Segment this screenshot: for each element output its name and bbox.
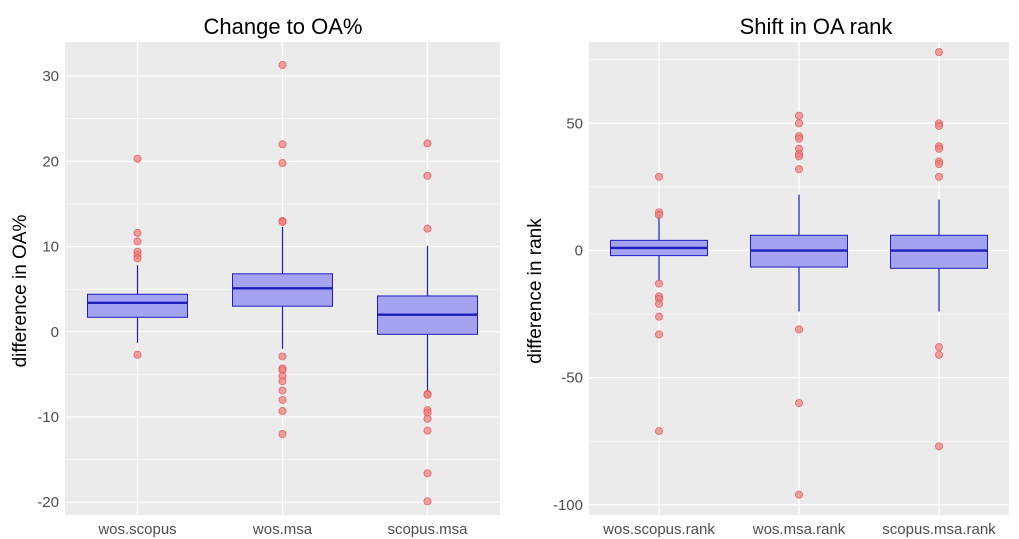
outlier-point bbox=[934, 121, 943, 130]
box-scopus.msa.rank bbox=[890, 234, 988, 269]
outlier-point bbox=[278, 61, 287, 70]
outlier-point bbox=[934, 144, 943, 153]
outlier-point bbox=[794, 399, 803, 408]
outlier-point bbox=[934, 160, 943, 169]
outlier-point bbox=[934, 442, 943, 451]
outlier-point bbox=[278, 352, 287, 361]
outlier-point bbox=[278, 430, 287, 439]
outlier-point bbox=[278, 217, 287, 226]
outlier-point bbox=[133, 154, 142, 163]
outlier-point bbox=[794, 325, 803, 334]
outlier-point bbox=[278, 377, 287, 386]
y-tick-label: -20 bbox=[37, 494, 59, 511]
chart-oa-percent: Change to OA% difference in OA% -20 -10 0 1… bbox=[10, 14, 500, 538]
outlier-point bbox=[934, 343, 943, 352]
y-tick-label: 20 bbox=[42, 153, 59, 170]
outlier-point bbox=[423, 224, 432, 233]
outlier-point bbox=[934, 350, 943, 359]
outlier-point bbox=[423, 414, 432, 423]
outlier-point bbox=[934, 172, 943, 181]
outlier-point bbox=[133, 228, 142, 237]
outlier-point bbox=[278, 140, 287, 149]
y-tick-label: -10 bbox=[37, 409, 59, 426]
outlier-point bbox=[423, 497, 432, 506]
outlier-point bbox=[654, 210, 663, 219]
outlier-point bbox=[654, 279, 663, 288]
outlier-point bbox=[794, 134, 803, 143]
outlier-point bbox=[654, 299, 663, 308]
y-axis-label: difference in rank bbox=[525, 218, 546, 364]
outlier-point bbox=[423, 426, 432, 435]
x-tick-label: wos.scopus bbox=[97, 521, 176, 538]
outlier-point bbox=[278, 407, 287, 416]
y-tick-label: 0 bbox=[575, 243, 583, 260]
outlier-point bbox=[794, 111, 803, 120]
chart-title: Change to OA% bbox=[204, 14, 363, 39]
y-tick-label: 50 bbox=[566, 115, 583, 132]
outlier-point bbox=[133, 254, 142, 263]
outlier-point bbox=[654, 330, 663, 339]
chart-title: Shift in OA rank bbox=[740, 14, 894, 39]
outlier-point bbox=[794, 165, 803, 174]
y-tick-label: -100 bbox=[553, 497, 583, 514]
y-tick-label: 0 bbox=[51, 324, 59, 341]
outlier-point bbox=[423, 171, 432, 180]
y-tick-label: 30 bbox=[42, 68, 59, 85]
chart-panel-oa-percent: Change to OA% difference in OA% -20 -10 0 1… bbox=[0, 0, 509, 539]
outlier-point bbox=[423, 139, 432, 148]
outlier-point bbox=[278, 159, 287, 168]
x-tick-label: wos.msa.rank bbox=[752, 521, 846, 538]
x-tick-label: scopus.msa.rank bbox=[882, 521, 996, 538]
x-tick-label: wos.scopus.rank bbox=[602, 521, 715, 538]
x-tick-label: wos.msa bbox=[252, 521, 313, 538]
y-tick-label: -50 bbox=[561, 370, 583, 387]
outlier-point bbox=[423, 469, 432, 478]
y-tick-label: 10 bbox=[42, 239, 59, 256]
outlier-point bbox=[133, 237, 142, 246]
chart-panel-oa-rank: Shift in OA rank difference in rank -100… bbox=[509, 0, 1019, 539]
outlier-point bbox=[794, 152, 803, 161]
outlier-point bbox=[654, 172, 663, 181]
outlier-point bbox=[654, 312, 663, 321]
outlier-point bbox=[654, 427, 663, 436]
outlier-point bbox=[934, 48, 943, 57]
box-wos.scopus bbox=[87, 293, 188, 318]
outlier-point bbox=[278, 395, 287, 404]
outlier-point bbox=[423, 390, 432, 399]
outlier-point bbox=[133, 350, 142, 359]
y-axis-label: difference in OA% bbox=[10, 215, 31, 368]
chart-oa-rank: Shift in OA rank difference in rank -100… bbox=[525, 14, 1009, 538]
outlier-point bbox=[278, 386, 287, 395]
box-wos.msa bbox=[232, 273, 333, 307]
outlier-point bbox=[794, 490, 803, 499]
outlier-point bbox=[794, 119, 803, 128]
x-tick-label: scopus.msa bbox=[387, 521, 468, 538]
